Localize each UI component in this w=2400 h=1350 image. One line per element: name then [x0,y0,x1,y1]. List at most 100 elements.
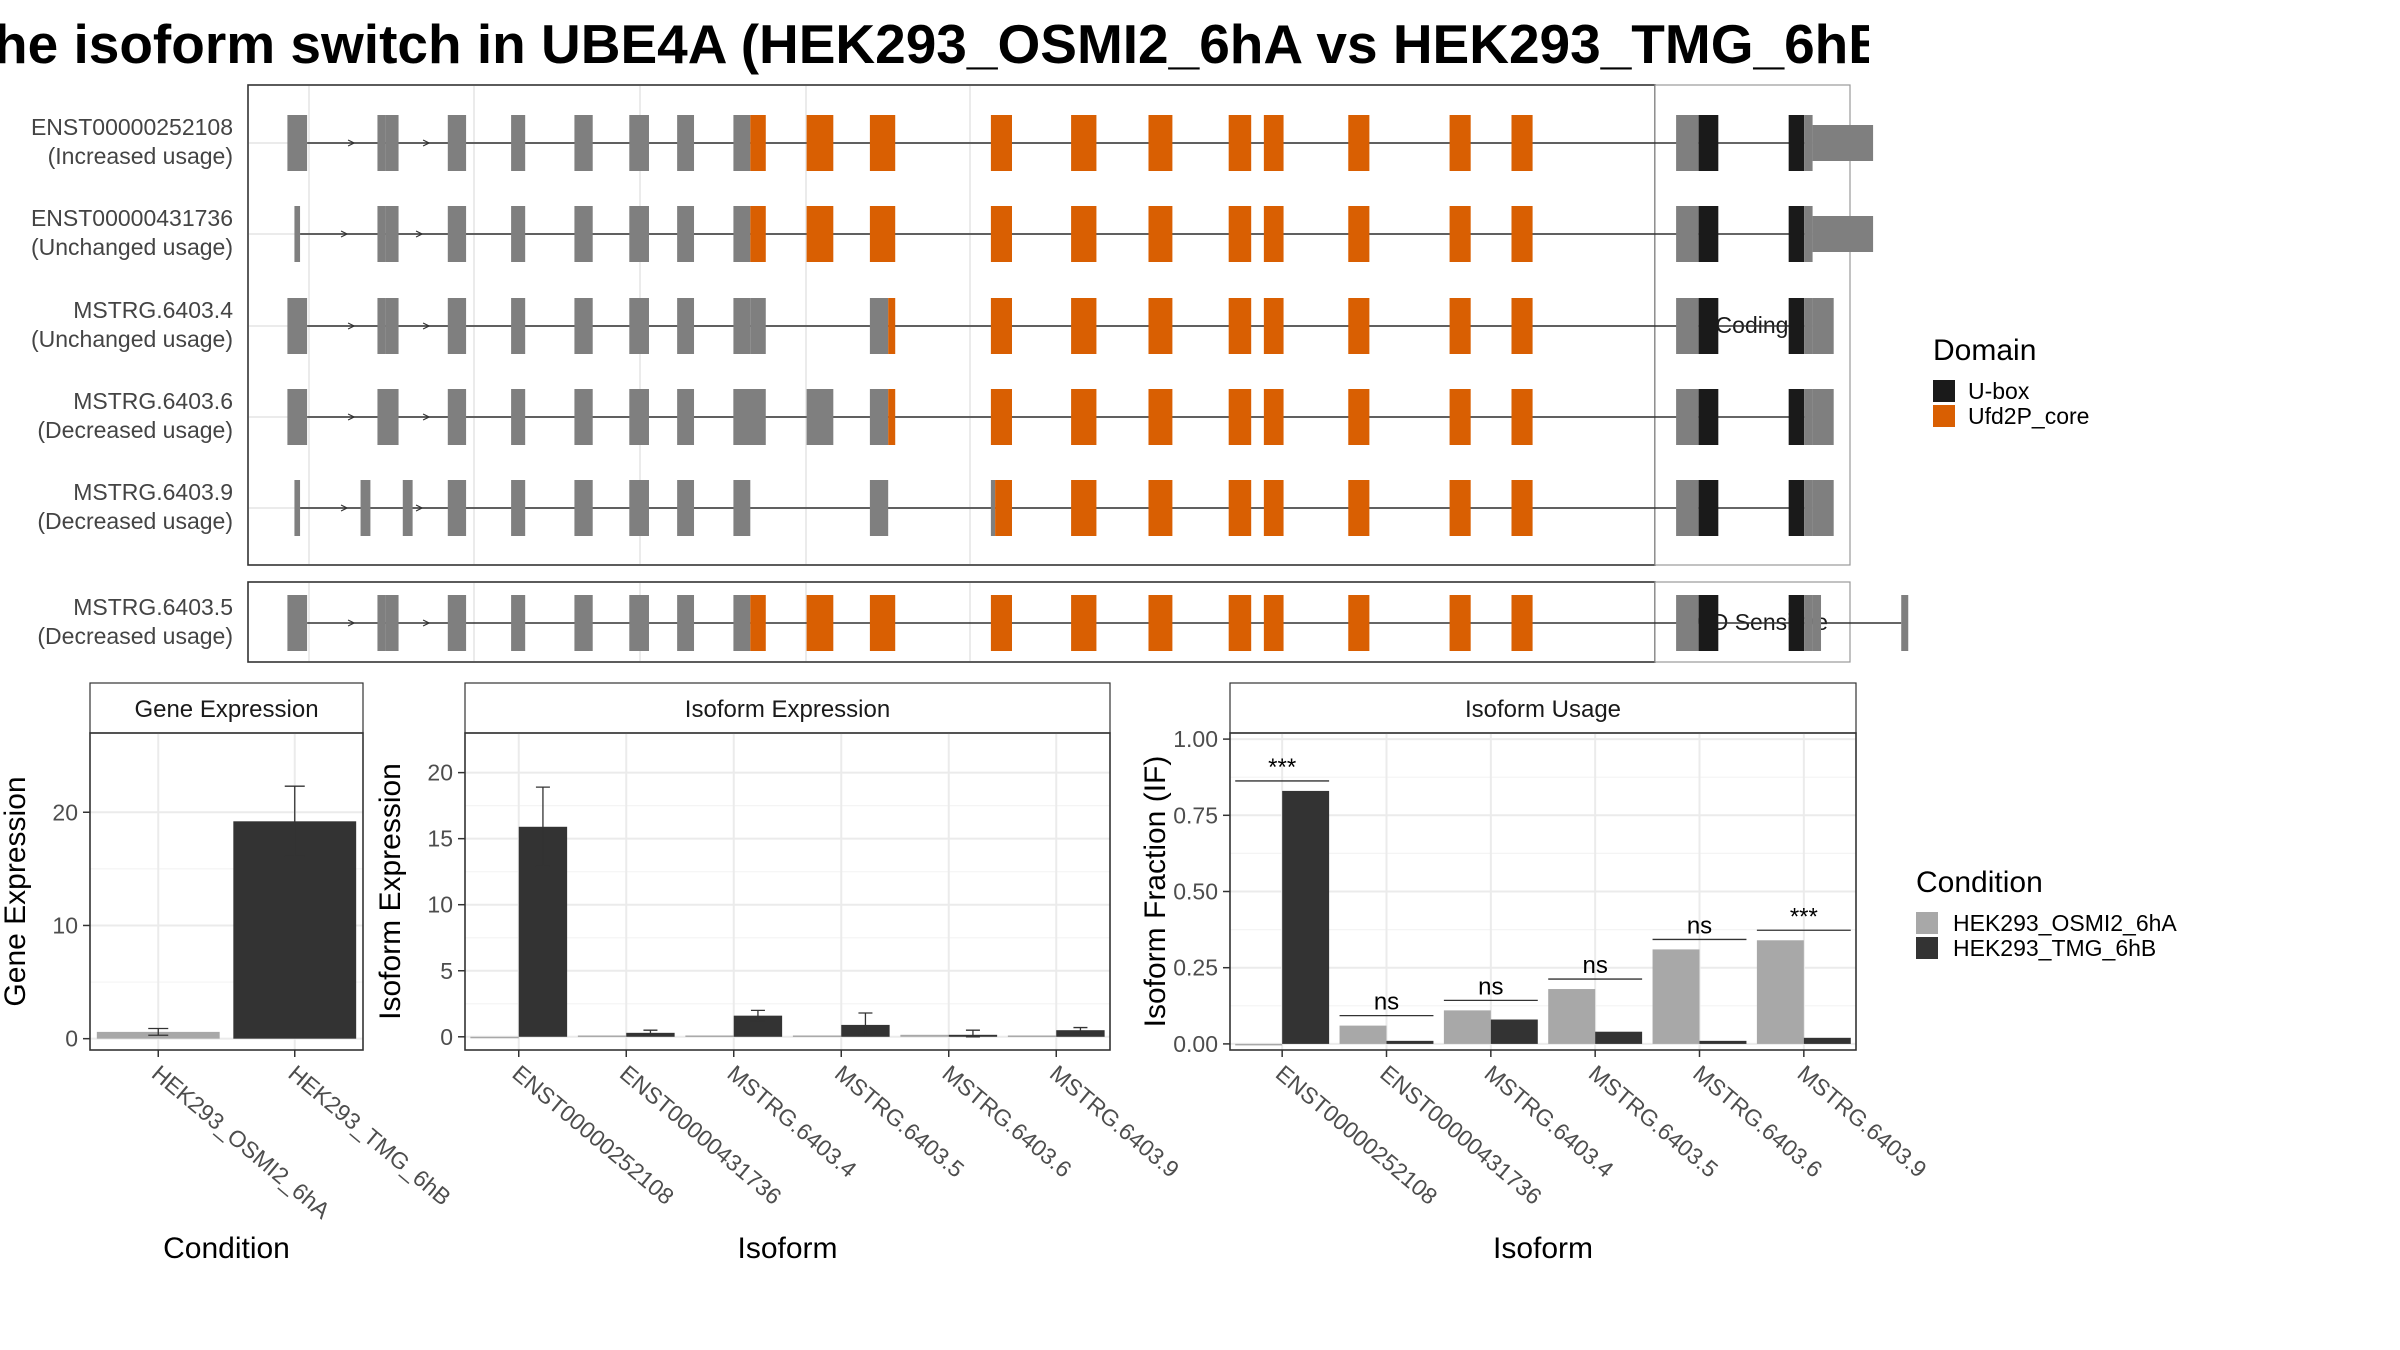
chart-title-strip [1229,682,1857,734]
bar [1443,1010,1491,1044]
noncoding-exon [1676,298,1699,354]
u-box-exon [1788,595,1805,651]
noncoding-exon [511,480,526,536]
y-axis-title: Gene Expression [0,776,32,1006]
noncoding-exon [806,389,834,445]
ufd2p-core-exon [1071,389,1097,445]
noncoding-exon [677,298,695,354]
bar [1386,1040,1434,1044]
intron-direction-arrow [347,139,356,147]
noncoding-exon [574,206,593,262]
ufd2p-core-exon [888,389,896,445]
bar-chart-panel-2: Isoform Expression05101520ENST0000025210… [374,682,1184,1265]
ufd2p-core-exon [1449,206,1471,262]
bar-chart-panel-3: Isoform Usage *** ns ns ns ns *** 0.00 0.25 0.50 0… [1139,682,1932,1265]
bar [1490,1019,1538,1044]
noncoding-exon [402,480,413,536]
intron-direction-arrow [422,139,431,147]
y-tick-label: 0 [440,1024,453,1050]
u-box-exon [1698,389,1719,445]
transcript-row: ENST00000252108 (Increased usage) [31,114,1874,171]
y-axis-title: Isoform Fraction (IF) [1139,756,1172,1028]
y-axis-title: Isoform Expression [374,763,407,1020]
ufd2p-core-exon [1263,206,1284,262]
noncoding-exon [360,480,371,536]
y-tick-label: 0.75 [1173,802,1218,828]
noncoding-exon [447,389,467,445]
noncoding-exon [511,389,526,445]
bar [1652,949,1700,1044]
error-bar [148,1027,169,1036]
noncoding-exon [677,595,695,651]
condition-legend-label: HEK293_OSMI2_6hA [1953,910,2177,936]
ufd2p-core-exon [1071,206,1097,262]
x-axis-title: Isoform [1493,1232,1593,1265]
ufd2p-core-exon [750,115,766,171]
ufd2p-core-exon [1228,595,1252,651]
bar [792,1035,842,1037]
bar [900,1034,949,1037]
transcript-row: MSTRG.6403.4 (Unchanged usage) [31,297,1834,354]
ufd2p-core-exon [1148,115,1173,171]
u-box-exon [1788,206,1805,262]
ufd2p-core-exon [1263,115,1284,171]
ufd2p-core-exon [1228,389,1252,445]
ufd2p-core-exon [806,595,834,651]
noncoding-exon [447,298,467,354]
error-bar [284,785,305,858]
noncoding-exon [1804,595,1813,651]
intron-direction-arrow [347,619,356,627]
ufd2p-core-exon [1348,480,1370,536]
significance-label: ns [1478,973,1503,1000]
chart-title: Isoform Usage [1465,696,1621,723]
noncoding-exon [1804,389,1813,445]
ufd2p-core-exon [1228,115,1252,171]
noncoding-exon [1901,595,1909,651]
ufd2p-core-exon [1148,298,1173,354]
x-axis-title: Isoform [737,1232,837,1265]
noncoding-exon [1812,125,1874,161]
y-tick-label: 15 [427,826,453,852]
noncoding-exon [1804,115,1813,171]
transcript-row: MSTRG.6403.6 (Decreased usage) [37,388,1834,445]
transcript-name: MSTRG.6403.6 [73,388,233,414]
ufd2p-core-exon [1071,298,1097,354]
y-tick-label: 1.00 [1173,726,1218,752]
ufd2p-core-exon [995,480,1013,536]
u-box-exon [1698,480,1719,536]
intron-direction-arrow [422,413,431,421]
ufd2p-core-exon [1263,298,1284,354]
noncoding-exon [733,298,751,354]
error-bar [965,1029,980,1038]
u-box-exon [1698,115,1719,171]
domain-legend-label: U-box [1968,378,2030,404]
condition-legend-swatch [1916,912,1938,934]
significance-label: ns [1687,912,1712,939]
u-box-exon [1788,115,1805,171]
y-tick-label: 5 [440,958,453,984]
noncoding-exon [447,595,467,651]
noncoding-exon [511,595,526,651]
ufd2p-core-exon [1511,298,1533,354]
noncoding-exon [1676,115,1699,171]
noncoding-exon [574,480,593,536]
noncoding-exon [677,480,695,536]
noncoding-exon [574,595,593,651]
ufd2p-core-exon [1148,480,1173,536]
noncoding-exon [1812,595,1822,651]
bar [1282,790,1330,1044]
x-axis-title: Condition [163,1232,290,1265]
ufd2p-core-exon [1348,206,1370,262]
noncoding-exon [385,595,399,651]
ufd2p-core-exon [1071,115,1097,171]
noncoding-exon [1676,480,1699,536]
chart-panel-border [89,732,364,1051]
intron-direction-arrow [340,230,349,238]
ufd2p-core-exon [869,206,896,262]
y-tick-label: 10 [427,892,453,918]
noncoding-exon [294,480,301,536]
transcript-usage-label: (Decreased usage) [37,417,233,443]
noncoding-exon [733,389,766,445]
y-tick-label: 20 [427,760,453,786]
